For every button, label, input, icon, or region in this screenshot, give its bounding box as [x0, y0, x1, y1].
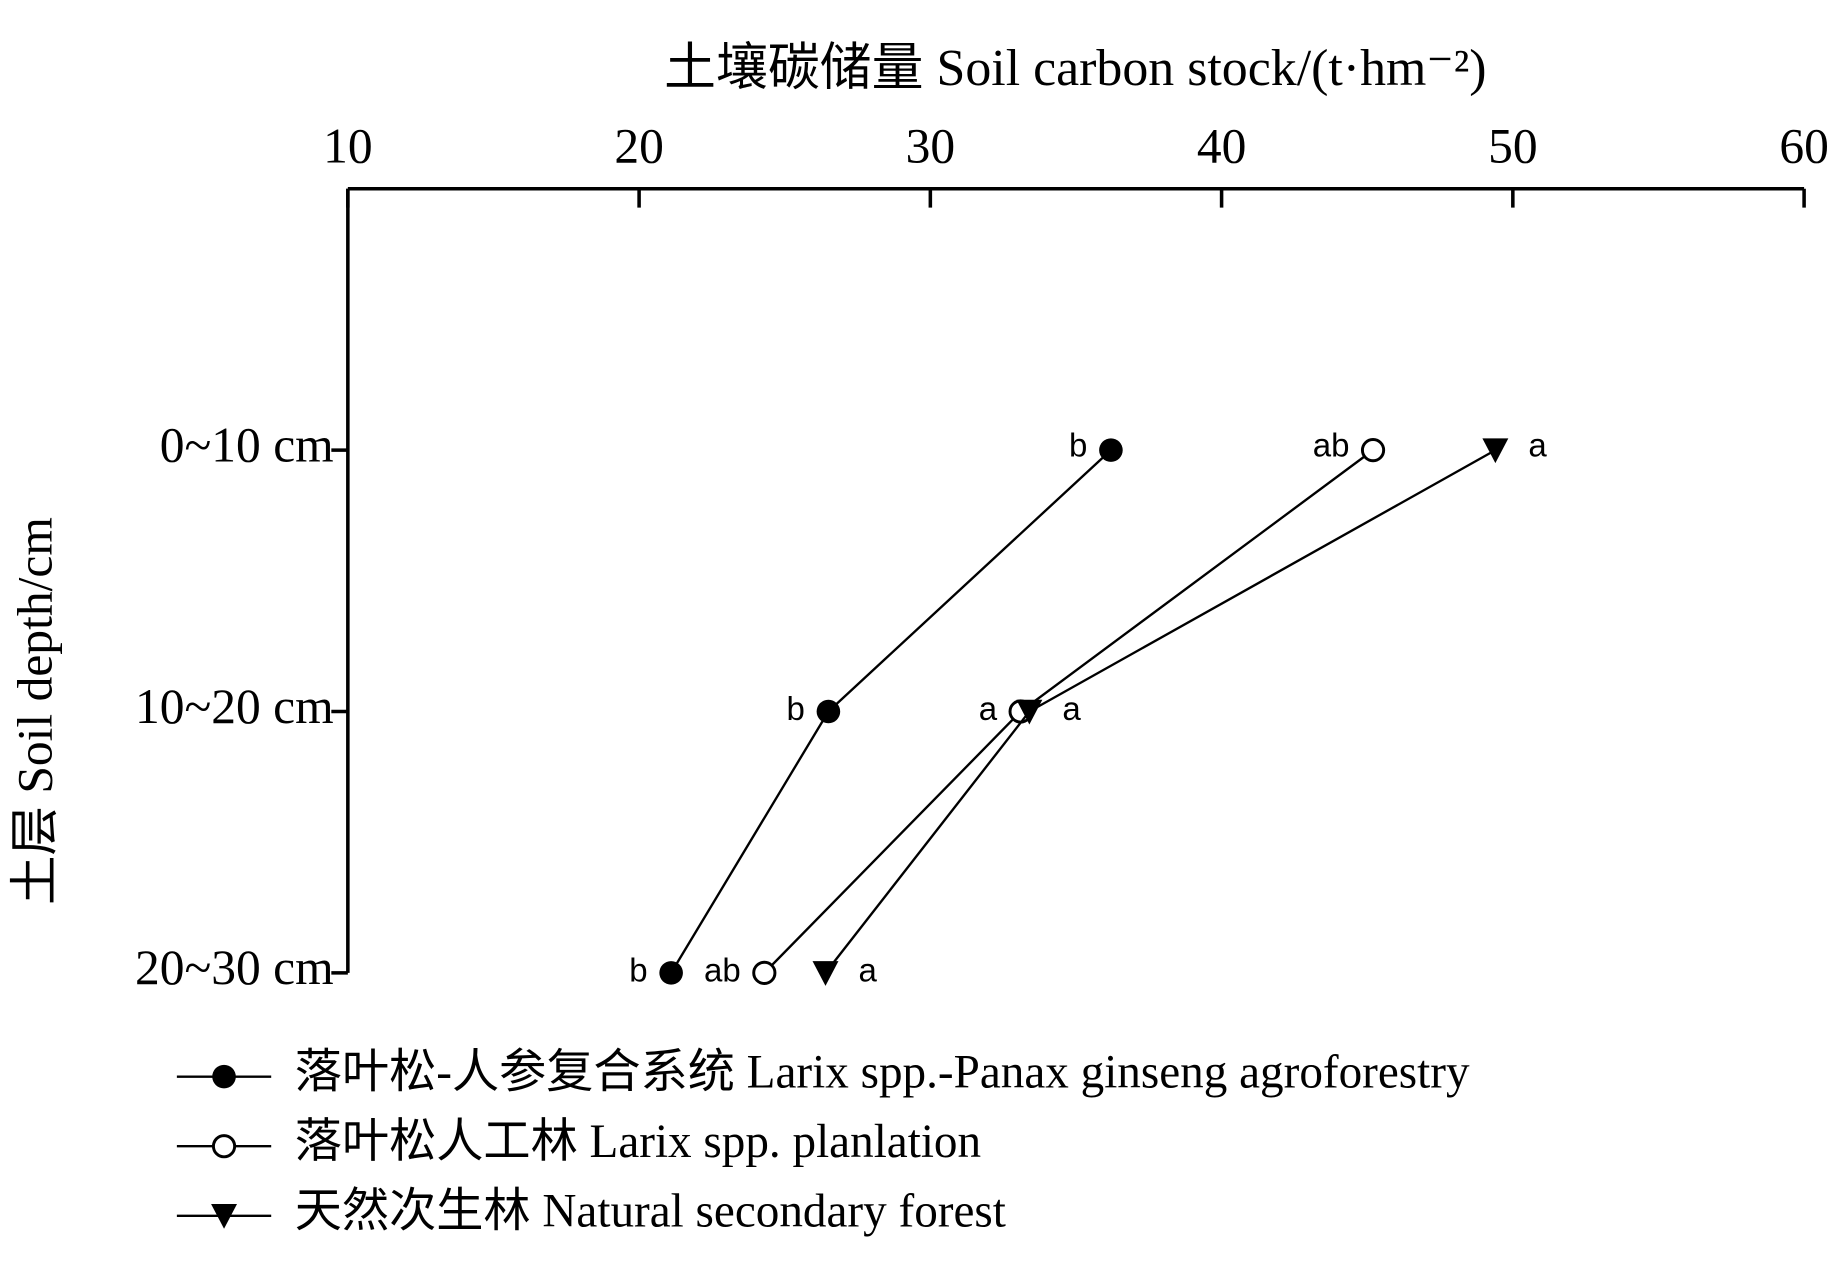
significance-letter: ab: [1313, 426, 1350, 463]
legend-label: 落叶松-人参复合系统 Larix spp.-Panax ginseng agro…: [295, 1046, 1470, 1098]
y-tick-label: 0~10 cm: [160, 417, 334, 472]
significance-letter: b: [629, 952, 647, 989]
data-point: [752, 960, 777, 985]
data-point: [812, 961, 839, 986]
x-tick-label: 60: [1779, 118, 1829, 173]
series-line: [824, 449, 1496, 974]
significance-letter: a: [979, 690, 998, 727]
significance-letter: a: [1528, 426, 1547, 463]
data-point: [1099, 438, 1123, 462]
legend-marker: [212, 1064, 236, 1089]
y-axis-label: 土层 Soil depth/cm: [7, 517, 62, 905]
significance-letter: a: [1062, 690, 1081, 727]
data-point: [1482, 438, 1509, 464]
y-tick-label: 20~30 cm: [135, 940, 334, 995]
x-tick-label: 20: [614, 118, 664, 173]
x-tick-label: 40: [1197, 118, 1247, 173]
series-line: [670, 449, 1112, 974]
significance-letter: b: [1069, 426, 1087, 463]
x-tick-label: 10: [323, 118, 373, 173]
data-point: [659, 961, 683, 985]
data-point: [1360, 438, 1386, 463]
significance-letter: ab: [704, 952, 741, 989]
legend-label: 落叶松人工林 Larix spp. planlation: [295, 1116, 981, 1168]
x-tick-label: 50: [1488, 118, 1538, 173]
chart-title: 土壤碳储量 Soil carbon stock/(t·hm⁻²): [664, 40, 1486, 97]
data-point: [816, 699, 841, 724]
significance-letter: b: [786, 690, 804, 727]
legend-marker: [211, 1134, 237, 1159]
y-tick-label: 10~20 cm: [135, 679, 334, 734]
significance-letter: a: [859, 952, 878, 989]
x-tick-label: 30: [906, 118, 956, 173]
legend-marker: [211, 1203, 238, 1229]
legend-label: 天然次生林 Natural secondary forest: [295, 1186, 1006, 1238]
data-point: [1016, 699, 1043, 725]
